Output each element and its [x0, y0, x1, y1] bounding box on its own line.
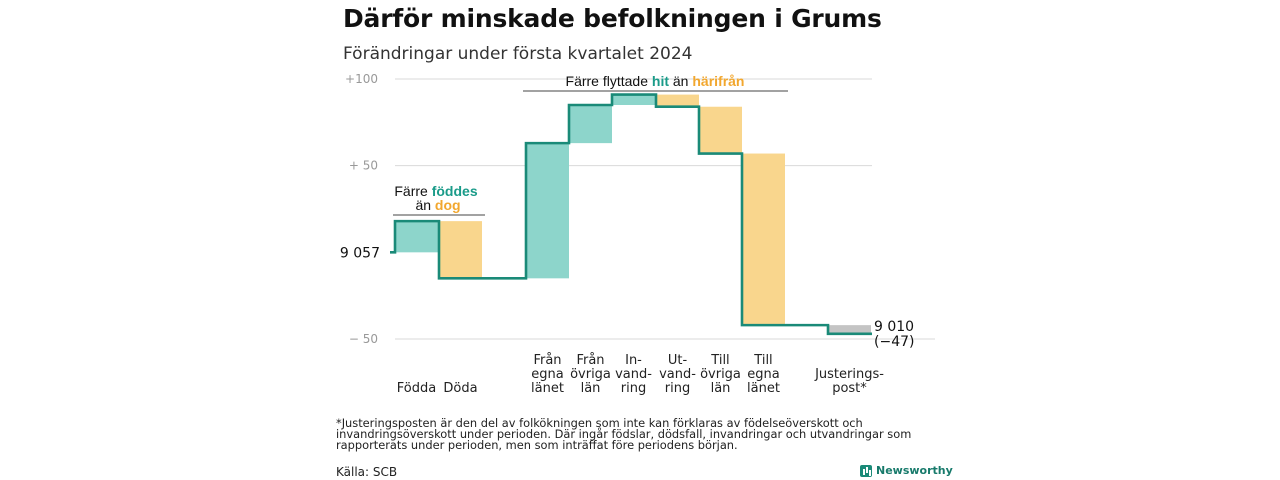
category-label: ring — [665, 381, 690, 396]
category-label: län — [711, 381, 731, 396]
source: Källa: SCB — [336, 465, 398, 479]
footnote: *Justeringsposten är den del av folkökni… — [336, 416, 912, 452]
y-tick-label: + 50 — [349, 159, 378, 173]
category-label: länet — [747, 381, 780, 396]
waterfall-bar — [742, 153, 785, 326]
y-tick-label: +100 — [345, 72, 378, 86]
category-label: övriga — [700, 367, 741, 382]
cumulative-step-line — [390, 93, 872, 336]
category-label: län — [581, 381, 601, 396]
births-annotation-line2: än dog — [415, 197, 460, 213]
category-label: Justerings- — [814, 367, 884, 382]
category-label: post* — [832, 381, 867, 396]
end-change-label: (−47) — [874, 334, 914, 350]
category-label: ring — [621, 381, 646, 396]
category-label: länet — [531, 381, 564, 396]
births-annotation-line1: Färre föddes — [394, 183, 477, 199]
chart-subtitle: Förändringar under första kvartalet 2024 — [343, 44, 693, 64]
line-layer — [390, 93, 872, 336]
category-label: Från — [533, 353, 561, 368]
waterfall-bar — [439, 221, 482, 279]
waterfall-bar — [656, 94, 699, 107]
start-value-label: 9 057 — [340, 245, 380, 261]
waterfall-bar — [526, 143, 569, 279]
category-label: vand- — [659, 367, 696, 382]
category-label: Till — [710, 353, 729, 368]
waterfall-bar — [395, 221, 438, 253]
waterfall-bar — [828, 325, 871, 334]
brand-logo: Newsworthy — [860, 464, 953, 477]
category-label: Döda — [443, 381, 477, 396]
category-label: egna — [747, 367, 779, 382]
category-label: Ut- — [668, 353, 688, 368]
waterfall-bar — [699, 106, 742, 154]
category-label: övriga — [570, 367, 611, 382]
waterfall-bar — [569, 105, 612, 144]
category-label: Från — [576, 353, 604, 368]
category-label: In- — [625, 353, 642, 368]
brand-name: Newsworthy — [876, 464, 953, 477]
waterfall-bar — [612, 94, 655, 105]
newsworthy-logo-icon — [860, 464, 872, 477]
grid-layer: +100 + 50 − 50 — [345, 72, 935, 346]
y-tick-label: − 50 — [349, 332, 378, 346]
category-label: egna — [531, 367, 563, 382]
category-label: Till — [753, 353, 772, 368]
migration-annotation: Färre flyttade hit än härifrån — [566, 73, 745, 89]
chart-title: Därför minskade befolkningen i Grums — [343, 4, 882, 33]
bar-layer — [395, 94, 871, 334]
annotation-layer: Färre föddes än dog Färre flyttade hit ä… — [393, 73, 788, 216]
end-value-label: 9 010 — [874, 319, 914, 335]
category-label: vand- — [615, 367, 652, 382]
category-label: Födda — [397, 381, 436, 396]
